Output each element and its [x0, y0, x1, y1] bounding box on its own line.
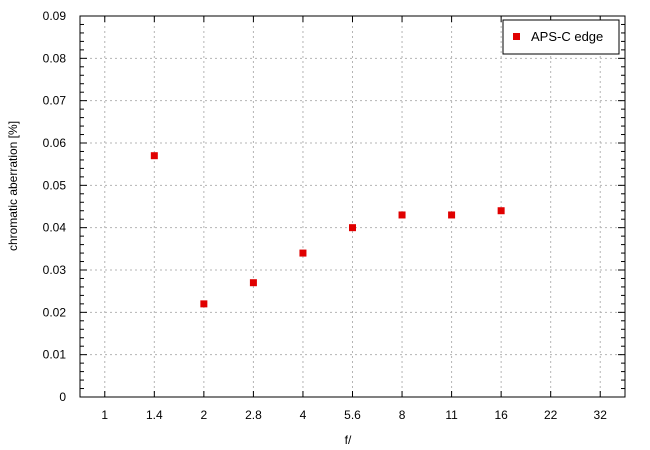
- y-tick-label: 0.09: [43, 9, 67, 23]
- y-tick-label: 0.01: [43, 348, 67, 362]
- y-tick-label: 0.03: [43, 263, 67, 277]
- x-axis-title: f/: [345, 433, 352, 447]
- grid: [80, 16, 625, 397]
- x-tick-label: 2.8: [245, 408, 262, 422]
- x-tick-label: 4: [300, 408, 307, 422]
- legend-label: APS-C edge: [531, 29, 603, 44]
- data-point: [448, 211, 456, 219]
- x-tick-label: 22: [544, 408, 558, 422]
- data-point: [299, 249, 307, 257]
- y-tick-label: 0: [59, 390, 66, 404]
- data-point: [200, 300, 208, 308]
- y-tick-label: 0.08: [43, 51, 67, 65]
- y-tick-label: 0.07: [43, 94, 67, 108]
- x-tick-label: 11: [445, 408, 458, 422]
- x-tick-label: 2: [201, 408, 208, 422]
- x-tick-labels: 1 1.4 2 2.8 4 5.6 8 11 16 22 32: [101, 408, 607, 422]
- y-tick-label: 0.06: [43, 136, 67, 150]
- data-point: [349, 224, 356, 232]
- data-point: [497, 207, 505, 215]
- data-point: [150, 152, 158, 160]
- y-tick-label: 0.02: [43, 305, 67, 319]
- y-axis-title: chromatic aberration [%]: [6, 121, 20, 251]
- x-tick-label: 1.4: [146, 408, 163, 422]
- legend-marker: [513, 33, 520, 40]
- y-tick-labels: 0 0.01 0.02 0.03 0.04 0.05 0.06 0.07 0.08 0.09: [43, 9, 67, 404]
- data-points: [150, 152, 505, 308]
- x-tick-label: 5.6: [344, 408, 361, 422]
- y-tick-label: 0.05: [43, 178, 67, 192]
- x-tick-label: 16: [494, 408, 508, 422]
- x-tick-label: 1: [101, 408, 108, 422]
- data-point: [398, 211, 406, 219]
- plot-frame: [79, 15, 626, 398]
- data-point: [249, 279, 257, 287]
- x-tick-label: 8: [399, 408, 406, 422]
- x-tick-label: 32: [594, 408, 608, 422]
- legend-box: [502, 19, 620, 55]
- axis-ticks: [80, 15, 625, 398]
- y-tick-label: 0.04: [43, 221, 67, 235]
- legend: APS-C edge: [502, 19, 620, 55]
